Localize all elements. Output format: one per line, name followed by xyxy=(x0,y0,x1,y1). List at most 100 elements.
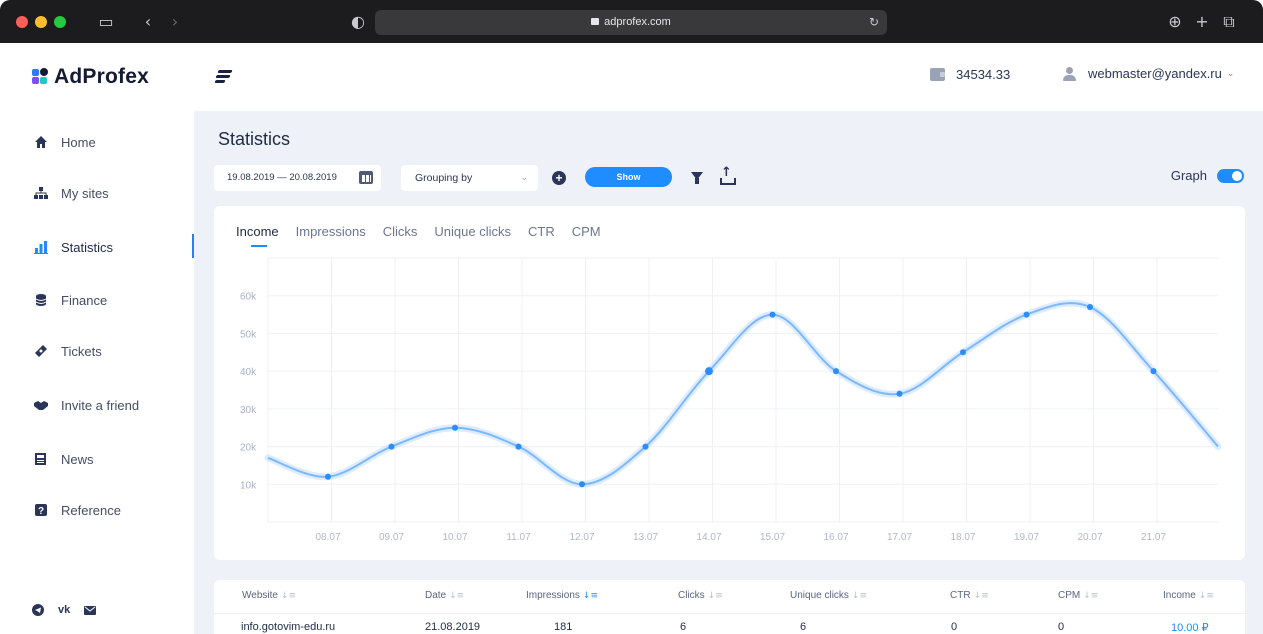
column-header-income[interactable]: Income ↓≡ xyxy=(1163,590,1214,601)
column-header-website[interactable]: Website ↓≡ xyxy=(242,590,296,601)
sort-icon: ↓≡ xyxy=(851,591,868,601)
grouping-select[interactable]: Grouping by ⌄ xyxy=(401,165,538,191)
close-window-button[interactable] xyxy=(16,16,28,28)
sidebar-item-news[interactable]: News xyxy=(0,444,194,474)
sidebar-item-home[interactable]: Home xyxy=(0,127,194,157)
x-tick-label: 09.07 xyxy=(379,532,404,543)
browser-toolbar: ▭ ‹ › ◐ adprofex.com ↻ ⊕ + ⧉ xyxy=(0,0,1263,43)
calendar-icon[interactable] xyxy=(359,171,373,184)
user-email: webmaster@yandex.ru xyxy=(1088,66,1222,81)
tabs-overview-icon[interactable]: ⧉ xyxy=(1223,12,1235,31)
data-point xyxy=(1023,311,1030,318)
column-header-impressions[interactable]: Impressions ↓≡ xyxy=(526,590,598,601)
x-tick-label: 18.07 xyxy=(950,532,975,543)
cell-date: 21.08.2019 xyxy=(425,621,481,633)
income-chart: 10k 20k 30k 40k 50k 60k 08.07 09.07 10.07 11.07 12… xyxy=(240,257,1222,543)
data-point xyxy=(579,481,585,488)
menu-toggle-icon[interactable] xyxy=(214,70,233,84)
export-icon[interactable] xyxy=(720,165,736,185)
sidebar-item-label: My sites xyxy=(61,185,109,201)
y-tick-label: 30k xyxy=(240,405,257,416)
logo-mark-icon xyxy=(32,68,48,85)
graph-toggle[interactable]: Graph xyxy=(1171,168,1244,183)
y-tick-label: 20k xyxy=(240,443,257,454)
reload-icon[interactable]: ↻ xyxy=(868,15,879,29)
column-header-clicks[interactable]: Clicks ↓≡ xyxy=(678,590,723,601)
sidebar-item-my-sites[interactable]: My sites xyxy=(0,178,194,208)
date-range-value: 19.08.2019 — 20.08.2019 xyxy=(227,172,337,183)
tab-cpm[interactable]: CPM xyxy=(571,224,601,239)
column-label: Date xyxy=(425,590,447,601)
sort-icon: ↓≡ xyxy=(280,591,297,601)
zoom-window-button[interactable] xyxy=(54,16,66,28)
date-range-picker[interactable]: 19.08.2019 — 20.08.2019 xyxy=(214,165,381,191)
vk-icon[interactable]: vk xyxy=(58,604,71,616)
add-filter-button[interactable]: + xyxy=(552,171,566,185)
sort-icon: ↓≡ xyxy=(582,591,598,601)
x-tick-label: 12.07 xyxy=(569,532,594,543)
svg-text:?: ? xyxy=(38,506,44,517)
column-header-cpm[interactable]: CPM ↓≡ xyxy=(1058,590,1098,601)
sidebar-toggle-icon[interactable]: ▭ xyxy=(98,12,114,31)
x-tick-label: 15.07 xyxy=(760,532,785,543)
telegram-icon[interactable] xyxy=(32,604,44,616)
column-header-unique-clicks[interactable]: Unique clicks ↓≡ xyxy=(790,590,867,601)
column-label: Unique clicks xyxy=(790,590,849,601)
column-label: Impressions xyxy=(526,590,580,601)
sidebar-item-label: Finance xyxy=(61,292,108,308)
sidebar-item-finance[interactable]: Finance xyxy=(0,285,194,315)
row-divider xyxy=(214,613,1245,614)
tab-impressions[interactable]: Impressions xyxy=(295,224,366,239)
tab-clicks[interactable]: Clicks xyxy=(382,224,418,239)
cell-website[interactable]: info.gotovim-edu.ru xyxy=(241,621,336,633)
sidebar-item-statistics[interactable]: Statistics xyxy=(0,232,194,262)
column-header-ctr[interactable]: CTR ↓≡ xyxy=(950,590,989,601)
balance-value: 34534.33 xyxy=(956,67,1011,82)
y-tick-label: 60k xyxy=(240,292,257,303)
minimize-window-button[interactable] xyxy=(35,16,47,28)
tab-unique-clicks[interactable]: Unique clicks xyxy=(434,224,511,239)
balance-display[interactable]: 34534.33 xyxy=(930,67,1010,82)
sidebar-item-label: Statistics xyxy=(61,239,114,255)
x-tick-label: 19.07 xyxy=(1014,532,1039,543)
shield-icon[interactable]: ◐ xyxy=(351,12,365,31)
sidebar-item-invite-a-friend[interactable]: Invite a friend xyxy=(0,390,194,420)
grouping-label: Grouping by xyxy=(415,172,473,184)
x-tick-label: 14.07 xyxy=(696,532,721,543)
x-tick-label: 21.07 xyxy=(1141,532,1166,543)
handshake-icon xyxy=(34,398,48,412)
tab-ctr[interactable]: CTR xyxy=(527,224,555,239)
back-icon[interactable]: ‹ xyxy=(144,12,152,31)
mail-icon[interactable] xyxy=(84,605,97,615)
column-label: Income xyxy=(1163,590,1196,601)
address-bar[interactable]: adprofex.com ↻ xyxy=(375,10,887,35)
column-header-date[interactable]: Date ↓≡ xyxy=(425,590,464,601)
sidebar-item-tickets[interactable]: Tickets xyxy=(0,336,194,366)
download-icon[interactable]: ⊕ xyxy=(1168,12,1182,31)
logo[interactable]: AdProfex xyxy=(32,65,149,89)
sitemap-icon xyxy=(34,186,48,200)
home-icon xyxy=(34,135,48,149)
y-tick-label: 10k xyxy=(240,480,257,491)
cell-ctr: 0 xyxy=(951,621,958,633)
stats-table: Website ↓≡ Date ↓≡ Impressions ↓≡ Clicks ↓≡ … xyxy=(214,580,1245,634)
tab-income[interactable]: Income xyxy=(236,224,279,247)
data-point xyxy=(642,443,649,450)
filter-icon[interactable] xyxy=(691,172,703,184)
sidebar-item-label: Tickets xyxy=(61,343,102,359)
column-label: CTR xyxy=(950,590,971,601)
sort-icon: ↓≡ xyxy=(1083,591,1099,601)
graph-switch[interactable] xyxy=(1217,168,1244,183)
column-label: CPM xyxy=(1058,590,1081,601)
show-button[interactable]: Show xyxy=(585,167,672,187)
chevron-down-icon: ⌄ xyxy=(520,173,528,183)
data-point xyxy=(325,473,331,480)
app-header: AdProfex 34534.33 webmaster@yandex.ru ⌄ xyxy=(0,43,1263,111)
cell-cpm: 0 xyxy=(1058,621,1065,633)
data-point xyxy=(960,349,966,356)
user-menu[interactable]: webmaster@yandex.ru ⌄ xyxy=(1062,66,1234,81)
sidebar-item-reference[interactable]: ? Reference xyxy=(0,495,194,525)
forward-icon[interactable]: › xyxy=(171,12,179,31)
new-tab-icon[interactable]: + xyxy=(1195,12,1209,31)
data-point xyxy=(515,443,522,450)
